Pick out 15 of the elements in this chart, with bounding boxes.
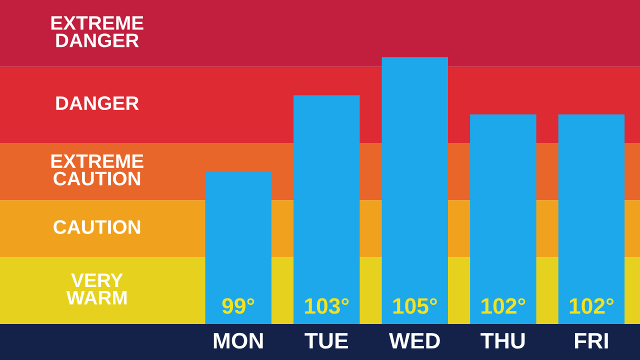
x-tick-label: WED bbox=[388, 333, 440, 348]
data-label: 99° bbox=[222, 298, 254, 314]
x-tick-label: MON bbox=[214, 332, 263, 349]
band-label: CAUTION bbox=[54, 220, 140, 234]
data-label: 103° bbox=[305, 298, 349, 314]
band-label: DANGER bbox=[56, 96, 139, 110]
band-label: EXTREME CAUTION bbox=[51, 154, 144, 186]
band-label: VERY WARM bbox=[66, 274, 127, 304]
x-tick-label: TUE bbox=[304, 333, 348, 349]
band-label: EXTREME DANGER bbox=[51, 16, 144, 48]
x-tick-label: THU bbox=[480, 333, 525, 349]
data-label: 102° bbox=[482, 298, 526, 314]
x-tick-label: FRI bbox=[575, 333, 608, 348]
data-label: 102° bbox=[570, 298, 614, 314]
data-label: 105° bbox=[393, 298, 437, 314]
